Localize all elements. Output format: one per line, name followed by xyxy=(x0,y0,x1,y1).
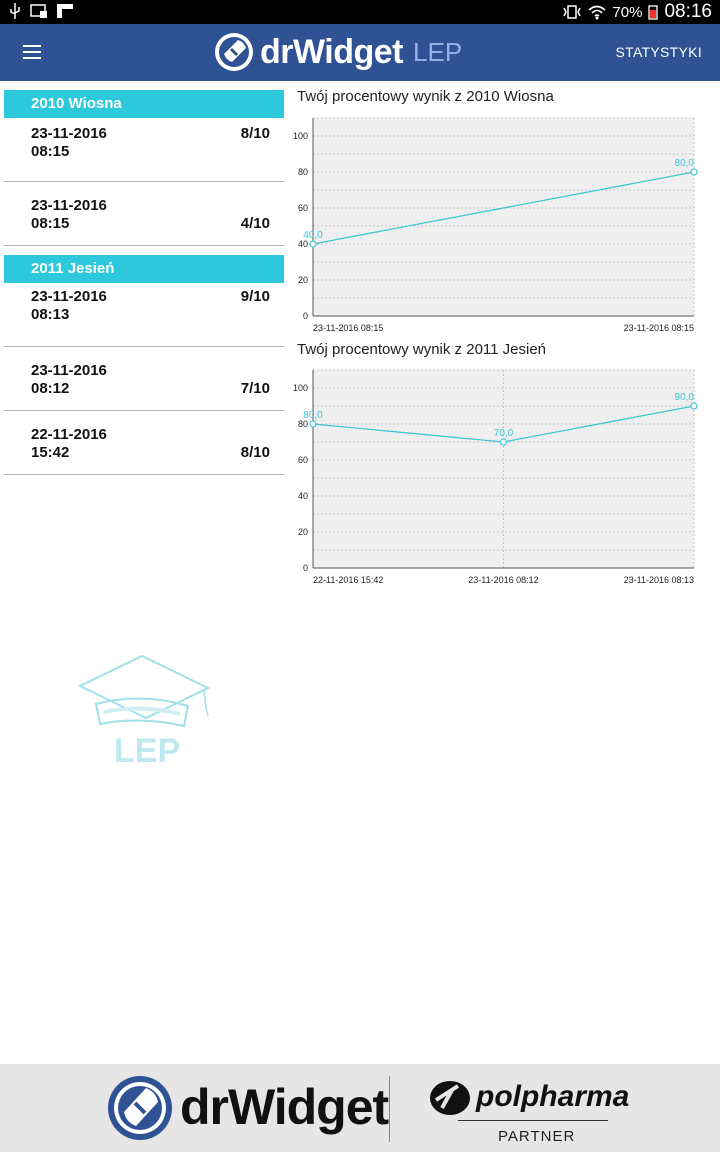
entry-date: 23-11-2016 xyxy=(31,362,107,379)
entry-date: 23-11-2016 xyxy=(31,125,107,142)
data-point xyxy=(690,402,698,410)
footer-polpharma-text: polpharma xyxy=(476,1080,630,1113)
lep-watermark-text: LEP xyxy=(114,732,180,770)
group-header-2010-wiosna[interactable]: 2010 Wiosna xyxy=(4,90,284,118)
y-tick-label: 80 xyxy=(298,419,308,429)
list-item[interactable]: 23-11-2016 08:12 7/10 xyxy=(4,347,284,411)
y-tick-label: 100 xyxy=(293,131,308,141)
y-tick-label: 100 xyxy=(293,383,308,393)
battery-percent: 70% xyxy=(612,3,643,21)
wifi-icon xyxy=(588,5,606,20)
drwidget-logo-icon xyxy=(215,33,253,71)
data-point xyxy=(309,420,317,428)
y-tick-label: 20 xyxy=(298,275,308,285)
footer-partner-line xyxy=(458,1120,608,1121)
data-point xyxy=(690,168,698,176)
y-tick-label: 0 xyxy=(303,311,308,321)
entry-score: 8/10 xyxy=(240,125,270,142)
y-tick-label: 40 xyxy=(298,239,308,249)
y-tick-label: 40 xyxy=(298,491,308,501)
app-logo: drWidget LEP xyxy=(214,30,462,74)
entry-time: 15:42 xyxy=(31,444,70,461)
data-label: 80,0 xyxy=(303,410,323,421)
data-label: 70,0 xyxy=(494,428,514,439)
group-spacer xyxy=(4,246,284,255)
entry-date: 23-11-2016 xyxy=(31,288,107,305)
x-tick-label: 23-11-2016 08:15 xyxy=(624,323,694,333)
entry-date: 23-11-2016 xyxy=(31,197,107,214)
hamburger-icon xyxy=(23,45,41,59)
chart-title-2011-jesien: Twój procentowy wynik z 2011 Jesień xyxy=(297,341,547,358)
polpharma-logo-icon xyxy=(430,1081,470,1115)
vibrate-icon xyxy=(563,5,582,19)
x-tick-label: 23-11-2016 08:12 xyxy=(468,575,538,585)
footer-drwidget-text: drWidget xyxy=(180,1079,389,1135)
entry-date: 22-11-2016 xyxy=(31,426,107,443)
x-tick-label: 23-11-2016 08:13 xyxy=(624,575,694,585)
y-tick-label: 60 xyxy=(298,455,308,465)
lep-graduation-cap-logo: LEP xyxy=(77,654,211,770)
group-header-2011-jesien[interactable]: 2011 Jesień xyxy=(4,255,284,283)
x-tick-label: 23-11-2016 08:15 xyxy=(313,323,383,333)
data-label: 80,0 xyxy=(675,158,695,169)
data-label: 90,0 xyxy=(675,392,695,403)
x-tick-label: 22-11-2016 15:42 xyxy=(313,575,383,585)
entry-time: 08:13 xyxy=(31,306,70,323)
logo-text: drWidget xyxy=(260,32,404,71)
list-item[interactable]: 23-11-2016 08:13 9/10 xyxy=(4,283,284,347)
system-icons: 70% 08:16 xyxy=(562,1,712,23)
data-label: 40,0 xyxy=(303,230,323,241)
entry-time: 08:15 xyxy=(31,215,70,232)
list-item[interactable]: 23-11-2016 08:15 4/10 xyxy=(4,182,284,246)
entry-score: 8/10 xyxy=(240,444,270,461)
menu-button[interactable] xyxy=(16,36,48,68)
plot-area xyxy=(313,118,694,316)
series-line xyxy=(312,171,695,245)
entry-time: 08:15 xyxy=(31,143,70,160)
usb-icon xyxy=(10,3,20,19)
clock: 08:16 xyxy=(664,1,712,22)
chart-title-2010-wiosna: Twój procentowy wynik z 2010 Wiosna xyxy=(297,88,554,105)
statistics-button[interactable]: STATYSTYKI xyxy=(615,44,702,60)
entry-score: 4/10 xyxy=(240,215,270,232)
line-chart-2011-jesien: 0 20 40 60 80 100 22-11-2016 15:42 23-11-2016 0… xyxy=(293,369,698,585)
app-bar: drWidget LEP STATYSTYKI xyxy=(0,24,720,81)
results-list: 2010 Wiosna 23-11-2016 08:15 8/10 23-11-… xyxy=(4,90,284,475)
app-notification-icon xyxy=(57,4,73,18)
data-point xyxy=(309,240,317,248)
list-item[interactable]: 22-11-2016 15:42 8/10 xyxy=(4,411,284,475)
screencast-icon xyxy=(30,4,47,18)
data-point xyxy=(499,438,508,446)
list-item[interactable]: 23-11-2016 08:15 8/10 xyxy=(4,118,284,182)
entry-score: 7/10 xyxy=(240,380,270,397)
line-chart-2010-wiosna: 0 20 40 60 80 100 23-11-2016 08:15 23-11-2016 0… xyxy=(293,117,698,333)
drwidget-footer-logo-icon xyxy=(108,1076,172,1140)
y-tick-label: 60 xyxy=(298,203,308,213)
y-tick-label: 80 xyxy=(298,167,308,177)
entry-time: 08:12 xyxy=(31,380,70,397)
footer-banner: drWidget polpharma PARTNER xyxy=(0,1064,720,1152)
status-bar: 70% 08:16 xyxy=(0,0,720,24)
y-tick-label: 0 xyxy=(303,563,308,573)
footer-partner-text: PARTNER xyxy=(498,1128,576,1145)
footer-divider xyxy=(389,1076,390,1142)
y-tick-label: 20 xyxy=(298,527,308,537)
entry-score: 9/10 xyxy=(240,288,270,305)
logo-subtext: LEP xyxy=(413,36,463,67)
battery-icon xyxy=(648,5,659,20)
notification-icons xyxy=(8,3,74,19)
